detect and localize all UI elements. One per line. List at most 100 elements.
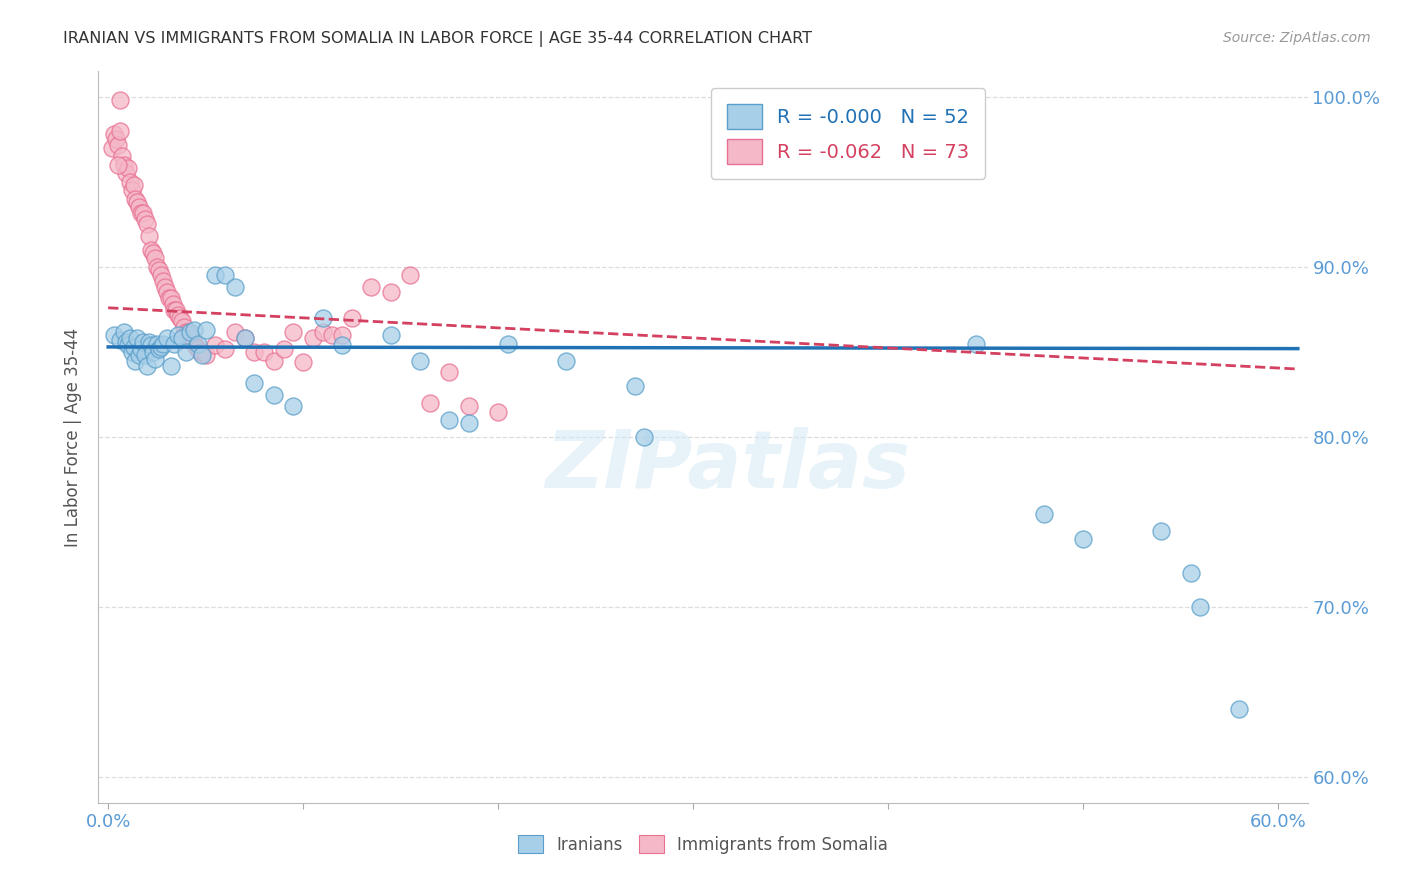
Point — [1189, 600, 1212, 615]
Point — [633, 430, 655, 444]
Point — [263, 387, 285, 401]
Point — [118, 331, 141, 345]
Point — [127, 331, 149, 345]
Point — [132, 205, 155, 219]
Point — [360, 280, 382, 294]
Point — [194, 323, 217, 337]
Point — [156, 331, 179, 345]
Point — [321, 328, 343, 343]
Point — [146, 260, 169, 274]
Point — [623, 379, 645, 393]
Point — [330, 338, 353, 352]
Text: ZIPatlas: ZIPatlas — [544, 427, 910, 506]
Point — [1033, 507, 1056, 521]
Point — [283, 400, 305, 414]
Point — [139, 243, 162, 257]
Point — [312, 311, 335, 326]
Legend: Iranians, Immigrants from Somalia: Iranians, Immigrants from Somalia — [510, 829, 896, 860]
Point — [146, 336, 169, 351]
Point — [112, 325, 135, 339]
Point — [131, 342, 153, 356]
Point — [191, 345, 214, 359]
Point — [121, 183, 143, 197]
Point — [312, 325, 335, 339]
Point — [138, 229, 160, 244]
Point — [273, 342, 295, 356]
Point — [496, 336, 519, 351]
Point — [263, 353, 285, 368]
Point — [858, 90, 880, 104]
Point — [380, 328, 402, 343]
Point — [188, 345, 211, 359]
Point — [458, 417, 481, 431]
Point — [399, 268, 422, 283]
Point — [380, 285, 402, 300]
Point — [108, 93, 131, 107]
Point — [165, 302, 187, 317]
Point — [114, 166, 136, 180]
Point — [486, 404, 509, 418]
Point — [183, 323, 205, 337]
Point — [117, 161, 139, 176]
Point — [121, 345, 143, 359]
Point — [104, 132, 127, 146]
Point — [1071, 532, 1094, 546]
Point — [555, 353, 578, 368]
Point — [128, 201, 150, 215]
Point — [1227, 702, 1250, 716]
Point — [173, 319, 195, 334]
Point — [139, 338, 162, 352]
Point — [194, 348, 217, 362]
Point — [233, 331, 256, 345]
Point — [163, 336, 186, 351]
Point — [167, 328, 190, 343]
Point — [112, 158, 135, 172]
Point — [167, 308, 190, 322]
Point — [214, 268, 236, 283]
Point — [132, 334, 155, 349]
Point — [157, 291, 180, 305]
Point — [439, 413, 461, 427]
Point — [136, 218, 159, 232]
Point — [152, 274, 174, 288]
Point — [183, 334, 205, 349]
Point — [118, 175, 141, 189]
Point — [159, 359, 181, 373]
Point — [128, 348, 150, 362]
Point — [103, 328, 125, 343]
Point — [191, 348, 214, 362]
Y-axis label: In Labor Force | Age 35-44: In Labor Force | Age 35-44 — [65, 327, 83, 547]
Point — [163, 302, 186, 317]
Point — [162, 297, 184, 311]
Point — [131, 205, 153, 219]
Point — [458, 400, 481, 414]
Point — [108, 124, 131, 138]
Point — [107, 158, 129, 172]
Point — [103, 128, 125, 142]
Point — [224, 280, 246, 294]
Point — [152, 336, 174, 351]
Point — [122, 340, 145, 354]
Point — [965, 336, 987, 351]
Point — [172, 331, 194, 345]
Point — [224, 325, 246, 339]
Point — [409, 353, 432, 368]
Point — [138, 334, 160, 349]
Point — [127, 195, 149, 210]
Point — [243, 376, 266, 390]
Point — [153, 280, 176, 294]
Point — [187, 342, 209, 356]
Point — [114, 334, 136, 349]
Point — [838, 90, 860, 104]
Point — [108, 333, 131, 347]
Point — [134, 212, 156, 227]
Point — [111, 149, 134, 163]
Point — [181, 331, 204, 345]
Point — [1180, 566, 1202, 581]
Point — [419, 396, 441, 410]
Point — [143, 252, 166, 266]
Point — [1150, 524, 1173, 538]
Point — [172, 314, 194, 328]
Point — [143, 351, 166, 366]
Text: IRANIAN VS IMMIGRANTS FROM SOMALIA IN LABOR FORCE | AGE 35-44 CORRELATION CHART: IRANIAN VS IMMIGRANTS FROM SOMALIA IN LA… — [63, 31, 813, 47]
